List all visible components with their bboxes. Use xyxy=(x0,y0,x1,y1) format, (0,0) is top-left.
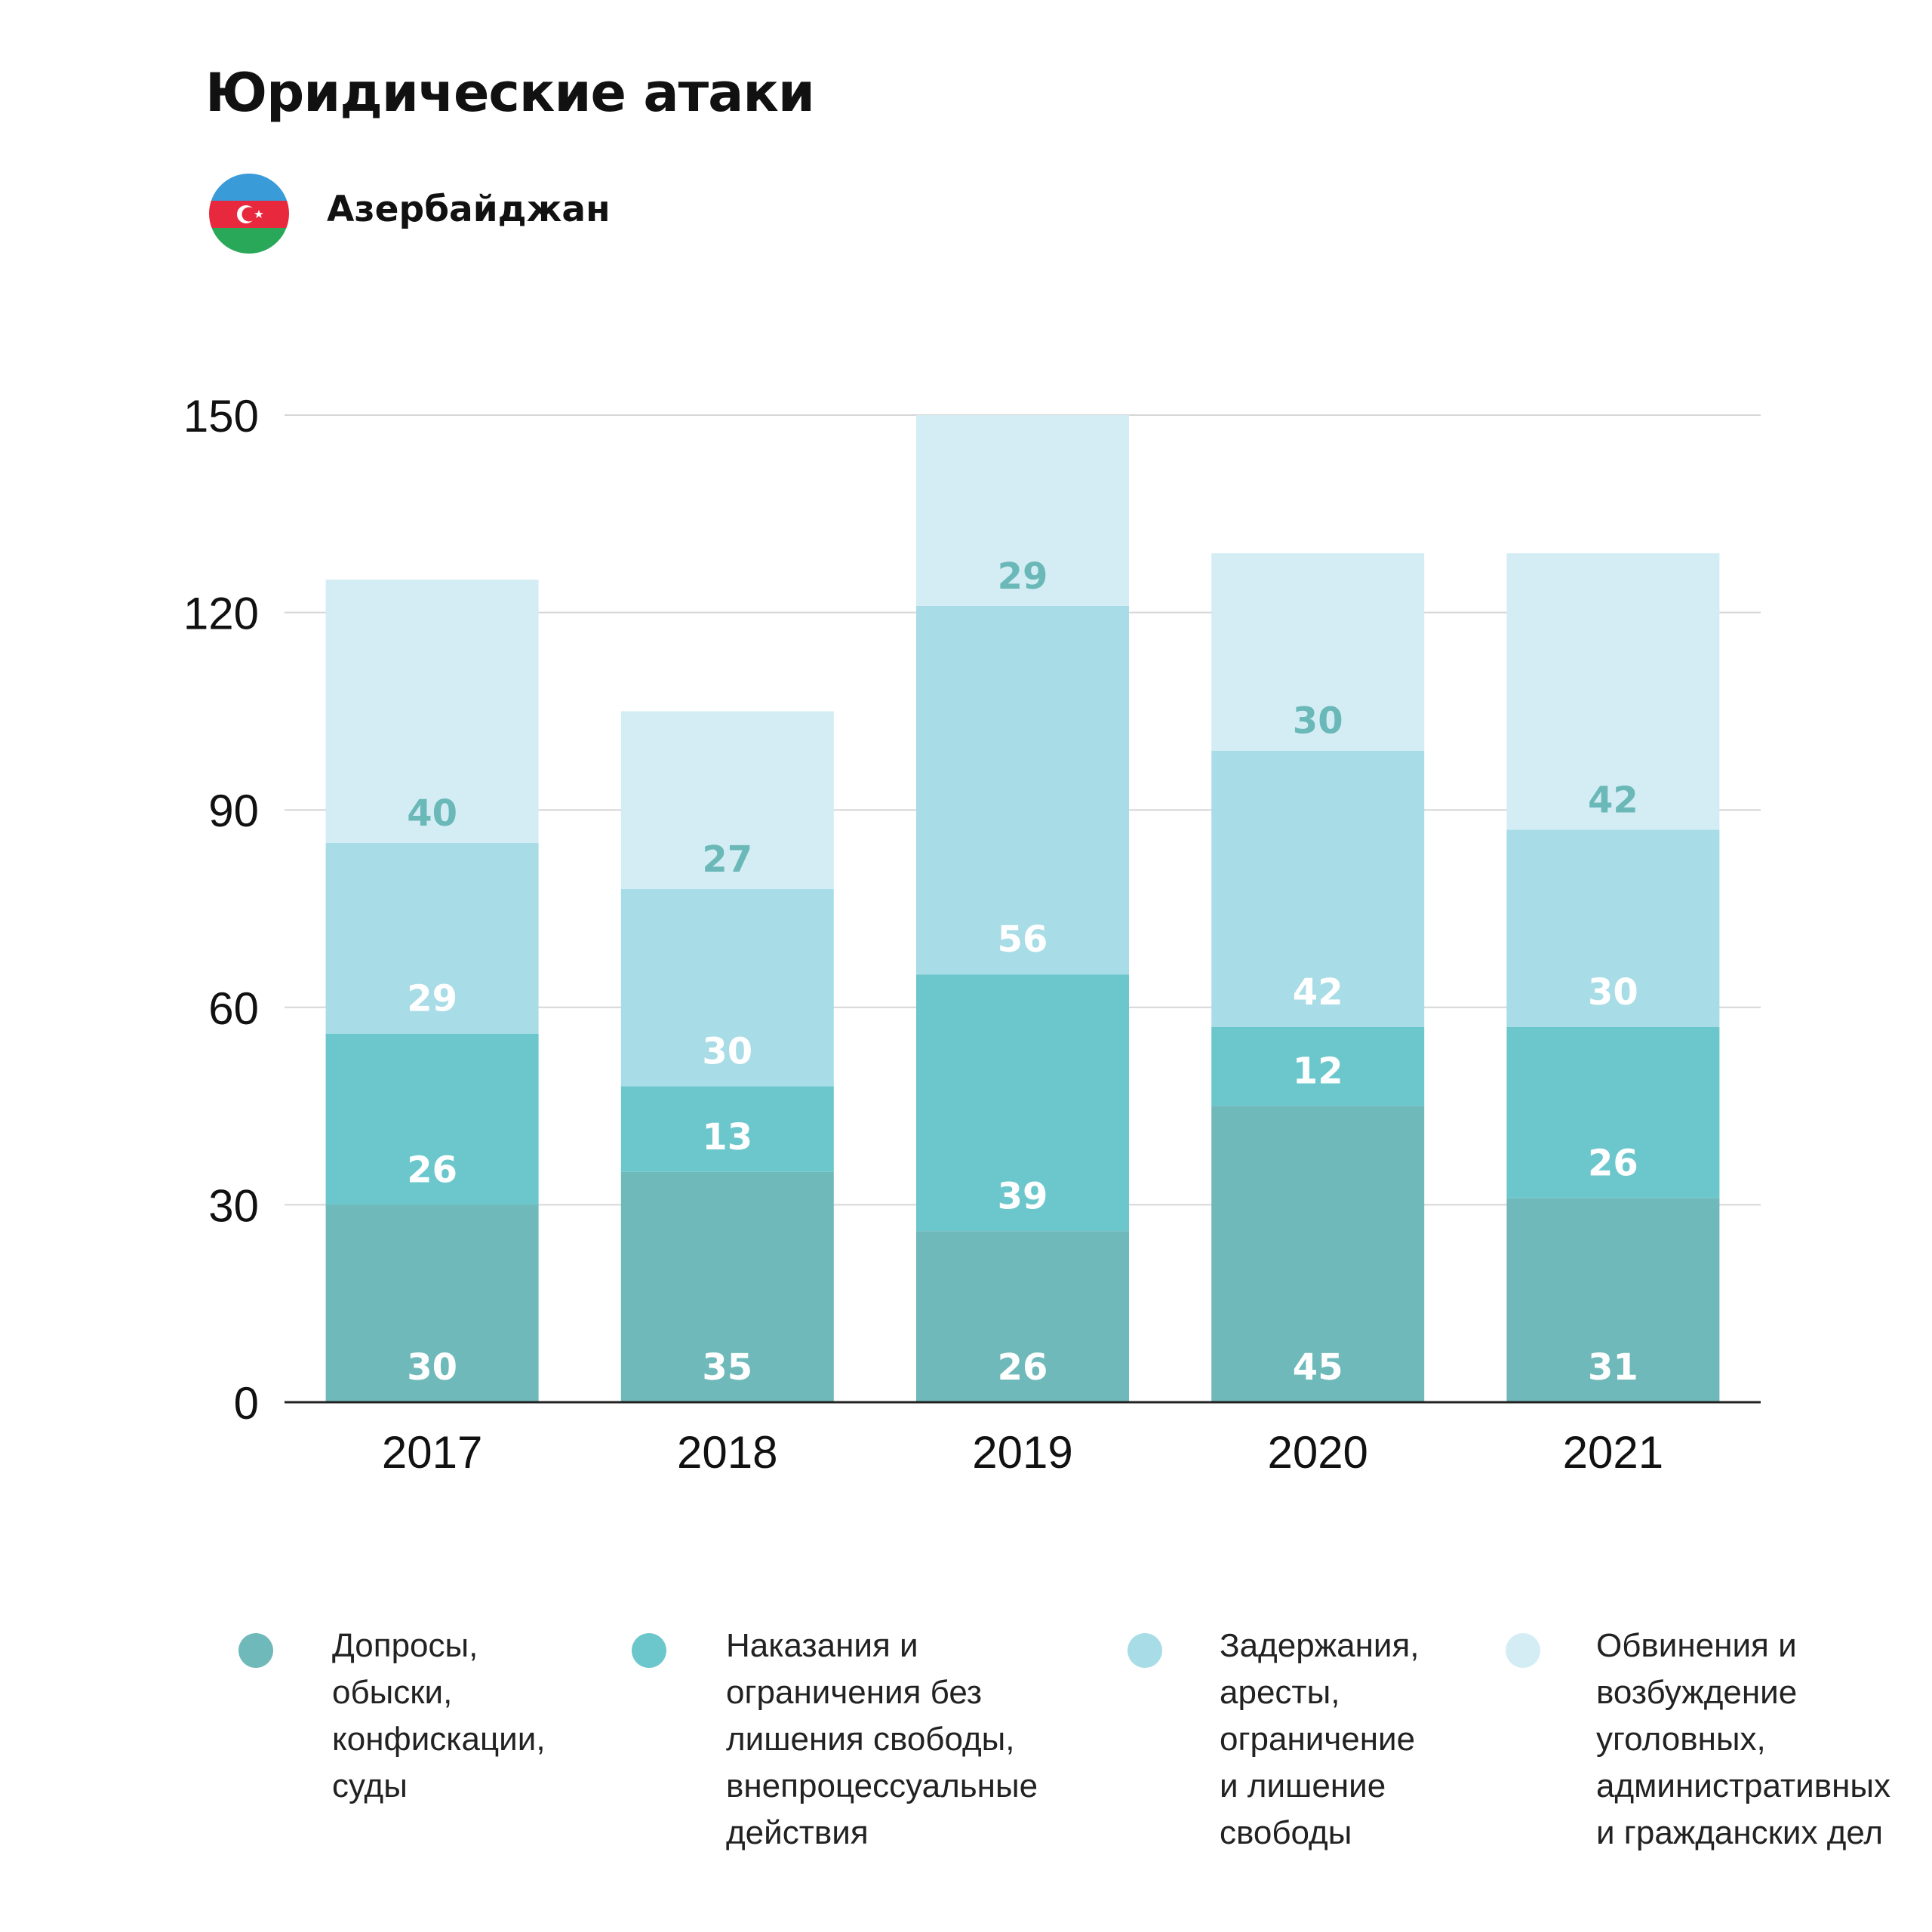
data-label-2018-series-3: 30 xyxy=(702,1030,752,1072)
bar-2018-series-1 xyxy=(620,1171,834,1402)
data-label-2019-series-1: 26 xyxy=(998,1346,1048,1389)
data-label-2017-series-2: 26 xyxy=(407,1149,457,1191)
legend-label-line: Задержания, xyxy=(1220,1627,1420,1664)
bar-2018-series-2 xyxy=(620,1086,834,1172)
y-tick-label: 0 xyxy=(234,1378,259,1429)
bar-2017-series-4 xyxy=(325,580,539,843)
legend-label-line: Наказания и xyxy=(726,1627,918,1664)
y-tick-label: 120 xyxy=(183,589,259,639)
bar-2017-series-3 xyxy=(325,842,539,1034)
bar-2020-series-2 xyxy=(1211,1026,1425,1106)
bar-2021-series-4 xyxy=(1506,553,1720,830)
chart-title: Юридические атаки xyxy=(205,62,815,124)
x-tick-label-2018: 2018 xyxy=(677,1427,777,1478)
data-label-2019-series-3: 56 xyxy=(998,918,1048,961)
data-label-2017-series-1: 30 xyxy=(407,1346,457,1389)
y-tick-label: 90 xyxy=(208,786,259,836)
legend-label-line: свободы xyxy=(1220,1814,1352,1851)
data-label-2017-series-4: 40 xyxy=(407,792,457,835)
bar-2018-series-3 xyxy=(620,888,834,1087)
data-label-2020-series-3: 42 xyxy=(1293,971,1343,1014)
country-name: Азербайджан xyxy=(327,189,611,230)
data-label-2019-series-2: 39 xyxy=(998,1175,1048,1217)
legend-label-line: административных xyxy=(1596,1767,1891,1804)
legend-label-line: Обвинения и xyxy=(1596,1627,1797,1664)
data-labels: 30 26 29 40 35 13 30 27 26 39 56 29 45 12 42 30 31 26 30 42 xyxy=(407,555,1638,1389)
bar-2020-series-4 xyxy=(1211,553,1425,751)
bar-2019-series-4 xyxy=(916,415,1129,606)
y-axis-ticks: 0 30 60 90 120 150 xyxy=(183,391,259,1429)
bar-2019-series-2 xyxy=(916,974,1129,1232)
bar-2019-series-3 xyxy=(916,605,1129,975)
data-label-2017-series-3: 29 xyxy=(407,978,457,1020)
y-tick-label: 30 xyxy=(208,1180,259,1231)
legend-label-2: Наказания и ограничения без лишения свобод… xyxy=(726,1623,1038,1857)
legend-swatch-1 xyxy=(238,1633,273,1668)
legend-label-line: Допросы, xyxy=(332,1627,478,1664)
legend-swatch-4 xyxy=(1506,1633,1540,1668)
y-tick-label: 150 xyxy=(183,391,259,441)
bar-2017-series-2 xyxy=(325,1033,539,1205)
legend-label-line: внепроцессуальные xyxy=(726,1767,1038,1804)
bar-2017-series-1 xyxy=(325,1204,539,1402)
bar-2020-series-3 xyxy=(1211,750,1425,1027)
data-label-2021-series-1: 31 xyxy=(1588,1346,1638,1389)
data-label-2020-series-1: 45 xyxy=(1293,1346,1343,1389)
x-tick-label-2021: 2021 xyxy=(1563,1427,1663,1478)
bar-2021-series-1 xyxy=(1506,1198,1720,1402)
data-label-2018-series-2: 13 xyxy=(702,1116,752,1158)
bars xyxy=(325,415,1720,1402)
legend-label-line: аресты, xyxy=(1220,1674,1340,1711)
data-label-2021-series-2: 26 xyxy=(1588,1143,1638,1185)
data-label-2020-series-4: 30 xyxy=(1293,700,1343,743)
x-tick-label-2019: 2019 xyxy=(972,1427,1072,1478)
legend-label-line: и гражданских дел xyxy=(1596,1814,1884,1851)
legend-label-3: Задержания, аресты, ограничение и лишение св… xyxy=(1220,1623,1420,1857)
legend-label-line: уголовных, xyxy=(1596,1721,1766,1758)
legend-label-line: и лишение xyxy=(1220,1767,1386,1804)
legend-label-line: возбуждение xyxy=(1596,1674,1798,1711)
bar-2019-series-1 xyxy=(916,1231,1129,1402)
legend-label-line: суды xyxy=(332,1767,408,1804)
x-axis-ticks: 2017 2018 2019 2020 2021 xyxy=(382,1427,1663,1478)
bar-2018-series-4 xyxy=(620,711,834,889)
legend-label-1: Допросы, обыски, конфискации, суды xyxy=(332,1623,546,1810)
legend-label-line: лишения свободы, xyxy=(726,1721,1015,1758)
data-label-2018-series-4: 27 xyxy=(702,838,752,881)
data-label-2021-series-3: 30 xyxy=(1588,971,1638,1014)
x-tick-label-2017: 2017 xyxy=(382,1427,482,1478)
legend-swatch-3 xyxy=(1128,1633,1162,1668)
data-label-2018-series-1: 35 xyxy=(702,1346,752,1389)
legend-label-line: ограничения без xyxy=(726,1674,983,1711)
data-label-2020-series-2: 12 xyxy=(1293,1051,1343,1093)
x-tick-label-2020: 2020 xyxy=(1267,1427,1367,1478)
bar-2021-series-2 xyxy=(1506,1026,1720,1198)
bar-2021-series-3 xyxy=(1506,829,1720,1027)
azerbaijan-flag-icon xyxy=(209,174,289,254)
y-tick-label: 60 xyxy=(208,983,259,1034)
legend-label-line: конфискации, xyxy=(332,1721,546,1758)
data-label-2021-series-4: 42 xyxy=(1588,779,1638,821)
bar-2020-series-1 xyxy=(1211,1106,1425,1402)
legend-label-line: ограничение xyxy=(1220,1721,1416,1758)
legend-label-4: Обвинения и возбуждение уголовных, админист… xyxy=(1596,1623,1890,1857)
legend-swatch-2 xyxy=(632,1633,666,1668)
stacked-bar-chart: 0 30 60 90 120 150 30 26 29 40 35 13 30 27 26 39 56 29 45… xyxy=(183,391,1761,1478)
legend-label-line: действия xyxy=(726,1814,869,1851)
data-label-2019-series-4: 29 xyxy=(998,555,1048,598)
legend-label-line: обыски, xyxy=(332,1674,453,1711)
